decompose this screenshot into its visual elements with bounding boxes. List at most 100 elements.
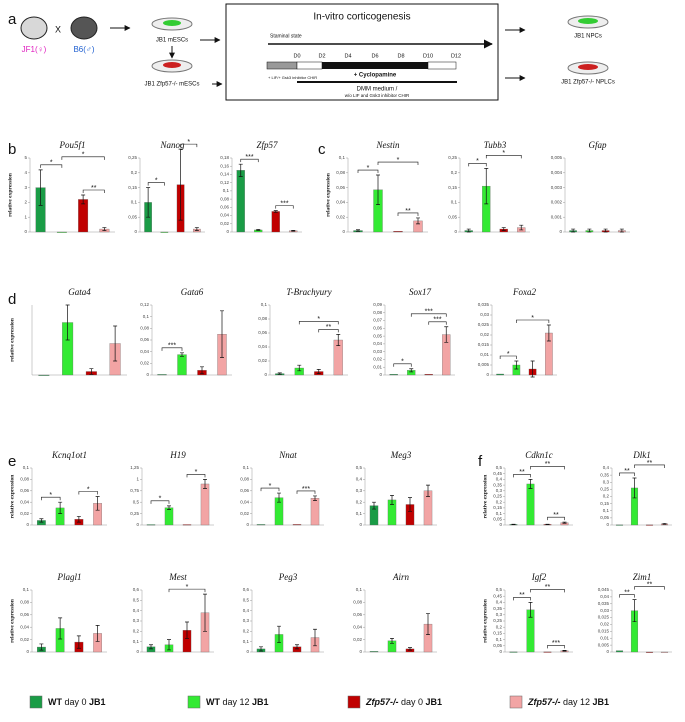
y-axis-label: relative expression xyxy=(482,475,488,519)
bar-chart: Peg3 0 0,1 0,2 0,3 0,4 0,5 0,6 xyxy=(243,572,324,654)
bar xyxy=(393,231,403,233)
y-tick-label: 0,1 xyxy=(496,511,503,516)
y-tick-label: 0,06 xyxy=(20,488,29,493)
y-tick-label: 0,04 xyxy=(336,200,345,205)
timeline-segment xyxy=(322,62,428,69)
y-tick-label: 0,3 xyxy=(496,612,503,617)
bar xyxy=(509,651,518,653)
y-tick-label: 0,05 xyxy=(128,214,137,219)
error-bar xyxy=(167,505,171,510)
y-tick-label: 0 xyxy=(454,229,457,234)
chart-title: Sox17 xyxy=(409,287,431,297)
significance-label: *** xyxy=(245,154,253,161)
y-tick-label: 2 xyxy=(24,200,27,205)
error-bar xyxy=(297,364,302,372)
y-tick-label: 0 xyxy=(359,649,362,654)
y-tick-label: 0,025 xyxy=(598,615,610,620)
bar xyxy=(160,231,169,233)
significance-bracket xyxy=(40,164,63,168)
legend-label: Zfp57-/- day 0 JB1 xyxy=(365,697,442,707)
y-tick-label: 0,01 xyxy=(600,635,609,640)
significance-label: * xyxy=(155,177,158,184)
bar-chart: H19 0 0,25 0,5 0,75 1 1,25 * * xyxy=(130,450,214,527)
error-bar xyxy=(390,495,394,505)
y-tick-label: 0,5 xyxy=(356,465,363,470)
y-tick-label: 3 xyxy=(24,185,27,190)
timeline-segment xyxy=(296,61,323,70)
error-bar xyxy=(484,168,489,205)
significance-bracket xyxy=(619,472,635,476)
y-tick-label: 1 xyxy=(136,477,139,482)
significance-label: ** xyxy=(326,324,332,331)
significance-bracket xyxy=(296,490,316,494)
y-tick-label: 0,04 xyxy=(20,499,29,504)
cell-label: JB1 Zfp57-/- mESCs xyxy=(144,82,199,88)
y-tick-label: 0,6 xyxy=(133,587,140,592)
day-label: D6 xyxy=(371,53,378,59)
chart-title: Nanog xyxy=(159,140,185,150)
bar xyxy=(310,498,320,526)
father-label: B6(♂) xyxy=(73,45,94,54)
y-tick-label: 0,1 xyxy=(356,511,363,516)
significance-label: *** xyxy=(168,343,176,350)
bar xyxy=(271,211,280,233)
y-tick-label: 0,2 xyxy=(243,629,250,634)
significance-label: ** xyxy=(545,461,551,468)
y-tick-label: 0,06 xyxy=(140,337,149,342)
y-tick-label: 0,05 xyxy=(448,214,457,219)
y-tick-label: 0,2 xyxy=(133,629,140,634)
error-bar xyxy=(408,497,412,512)
y-tick-label: 0 xyxy=(136,522,139,527)
y-tick-label: 0,08 xyxy=(353,600,362,605)
panel-label: e xyxy=(8,453,16,470)
error-bar xyxy=(530,360,535,378)
y-tick-label: 0,1 xyxy=(451,200,458,205)
error-bar xyxy=(546,324,551,342)
y-tick-label: 0,08 xyxy=(336,170,345,175)
y-tick-label: 0,02 xyxy=(353,637,362,642)
y-tick-label: 0,25 xyxy=(130,511,139,516)
significance-label: * xyxy=(82,152,85,159)
bar-chart: Meg3 0 0,1 0,2 0,3 0,4 0,5 xyxy=(356,450,437,527)
bar xyxy=(645,651,654,653)
significance-label: * xyxy=(367,165,370,172)
significance-label: ** xyxy=(647,460,653,467)
significance-bracket xyxy=(180,143,198,148)
significance-label: ** xyxy=(545,584,551,591)
y-tick-label: 0,14 xyxy=(220,172,229,177)
legend-label: Zfp57-/- day 12 JB1 xyxy=(527,697,609,707)
chart-title: Dlk1 xyxy=(632,450,651,460)
error-bar xyxy=(409,368,414,373)
colony xyxy=(163,62,181,68)
bar xyxy=(645,524,654,526)
significance-label: * xyxy=(87,486,90,493)
bar-chart: Airn 0 0,02 0,04 0,06 0,08 0,1 xyxy=(353,572,437,654)
significance-label: ** xyxy=(624,589,630,596)
output-label: JB1 Zfp57-/- NPLCs xyxy=(561,80,615,86)
y-tick-label: 0,6 xyxy=(243,587,250,592)
legend-text: Zfp57-/- xyxy=(365,697,399,707)
y-tick-label: 0,08 xyxy=(258,316,267,321)
error-bar xyxy=(238,163,243,177)
error-bar xyxy=(39,643,44,651)
error-bar xyxy=(356,229,360,232)
chart-title: Igf2 xyxy=(531,572,547,582)
error-bar xyxy=(632,477,637,499)
error-bar xyxy=(316,369,321,374)
chart-title: H19 xyxy=(169,450,186,460)
timeline-segment xyxy=(427,61,457,70)
error-bar xyxy=(39,518,44,523)
bar-chart: Foxa2 0 0,005 0,01 0,015 0,02 0,025 0,03 0,035 * * xyxy=(478,287,557,378)
legend-text: day 12 xyxy=(561,697,593,707)
y-tick-label: 4 xyxy=(24,170,27,175)
y-tick-label: 0,15 xyxy=(493,505,502,510)
error-bar xyxy=(466,228,471,233)
y-tick-label: 0 xyxy=(26,649,29,654)
error-bar xyxy=(180,352,184,357)
y-tick-label: 0,5 xyxy=(243,598,250,603)
error-bar xyxy=(102,227,107,231)
y-tick-label: 0,06 xyxy=(240,488,249,493)
bar xyxy=(236,170,245,233)
